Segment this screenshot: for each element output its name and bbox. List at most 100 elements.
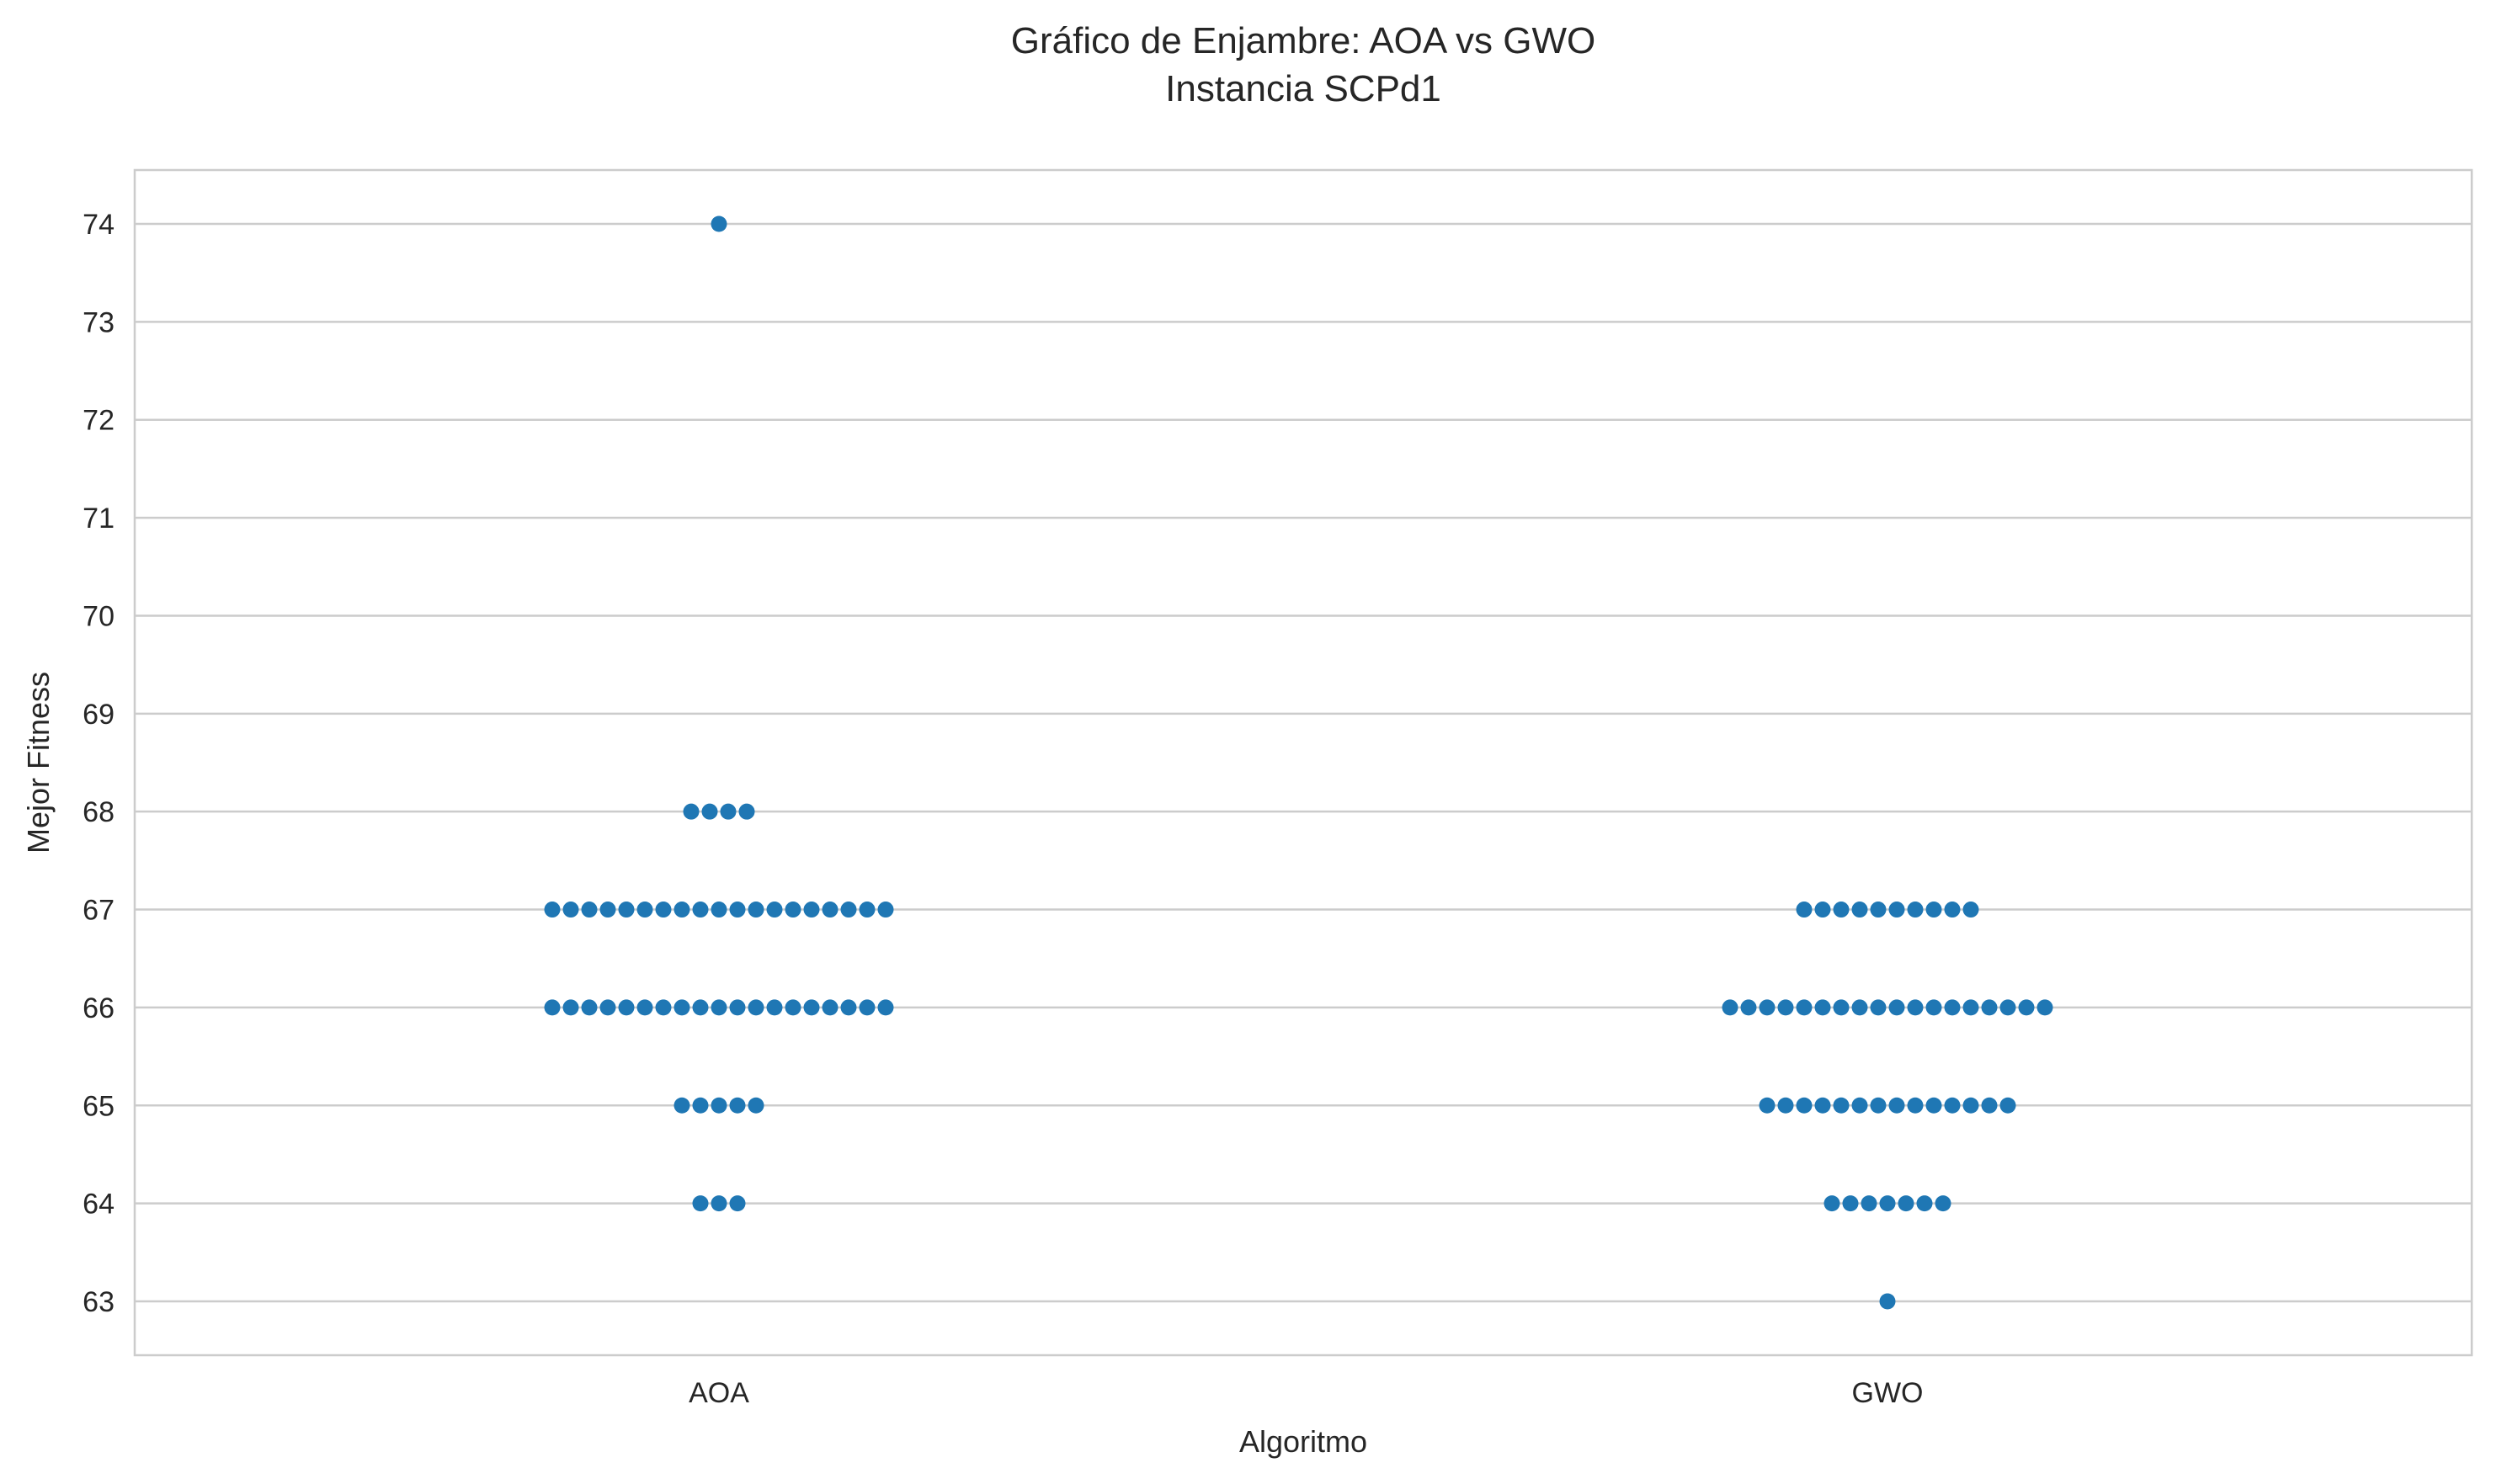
- data-point-gwo: [1871, 999, 1887, 1015]
- data-point-aoa: [878, 902, 894, 918]
- data-point-gwo: [1908, 902, 1924, 918]
- data-point-gwo: [1945, 1098, 1961, 1114]
- data-point-gwo: [1982, 999, 1998, 1015]
- x-tick-label: GWO: [1852, 1377, 1924, 1409]
- data-point-gwo: [1880, 1294, 1896, 1310]
- y-tick-label: 69: [83, 699, 114, 731]
- data-point-gwo: [1852, 1098, 1868, 1114]
- data-point-aoa: [563, 999, 579, 1015]
- data-point-gwo: [1889, 999, 1905, 1015]
- y-tick-label: 65: [83, 1090, 114, 1122]
- x-axis-ticks: AOA GWO: [689, 1377, 1923, 1409]
- y-tick-label: 70: [83, 600, 114, 632]
- data-point-aoa: [748, 1098, 764, 1114]
- data-points: [545, 216, 2053, 1310]
- data-point-gwo: [1722, 999, 1738, 1015]
- data-point-aoa: [748, 902, 764, 918]
- data-point-gwo: [1852, 999, 1868, 1015]
- y-tick-label: 72: [83, 405, 114, 437]
- chart-subtitle: Instancia SCPd1: [1165, 68, 1441, 109]
- data-point-aoa: [582, 902, 598, 918]
- y-tick-label: 71: [83, 503, 114, 535]
- data-point-gwo: [1760, 1098, 1776, 1114]
- data-point-aoa: [693, 902, 709, 918]
- data-point-gwo: [1797, 902, 1813, 918]
- data-point-gwo: [1834, 1098, 1850, 1114]
- data-point-aoa: [730, 1195, 746, 1211]
- data-point-gwo: [1778, 1098, 1794, 1114]
- data-point-gwo: [1815, 999, 1831, 1015]
- data-point-aoa: [730, 1098, 746, 1114]
- data-point-aoa: [619, 902, 635, 918]
- data-point-aoa: [711, 1195, 727, 1211]
- data-point-aoa: [860, 902, 876, 918]
- data-point-gwo: [1926, 902, 1942, 918]
- data-point-gwo: [1963, 1098, 1979, 1114]
- data-point-aoa: [693, 1098, 709, 1114]
- data-point-aoa: [860, 999, 876, 1015]
- data-point-gwo: [1926, 999, 1942, 1015]
- data-point-gwo: [1815, 902, 1831, 918]
- y-tick-label: 64: [83, 1189, 114, 1221]
- data-point-aoa: [600, 902, 616, 918]
- x-tick-label: AOA: [689, 1377, 749, 1409]
- data-point-gwo: [2000, 1098, 2016, 1114]
- data-point-aoa: [674, 1098, 690, 1114]
- data-point-aoa: [674, 902, 690, 918]
- data-point-aoa: [674, 999, 690, 1015]
- data-point-aoa: [785, 999, 801, 1015]
- data-point-gwo: [1982, 1098, 1998, 1114]
- data-point-gwo: [1935, 1195, 1951, 1211]
- data-point-aoa: [545, 902, 561, 918]
- data-point-aoa: [582, 999, 598, 1015]
- data-point-aoa: [619, 999, 635, 1015]
- data-point-gwo: [1861, 1195, 1877, 1211]
- data-point-gwo: [1889, 902, 1905, 918]
- chart-title: Gráfico de Enjambre: AOA vs GWO: [1011, 20, 1595, 61]
- data-point-aoa: [823, 999, 839, 1015]
- y-tick-label: 67: [83, 895, 114, 927]
- data-point-aoa: [711, 999, 727, 1015]
- data-point-aoa: [600, 999, 616, 1015]
- data-point-gwo: [1797, 1098, 1813, 1114]
- data-point-aoa: [804, 902, 820, 918]
- data-point-aoa: [637, 902, 653, 918]
- y-axis-label: Mejor Fitness: [21, 672, 56, 854]
- data-point-aoa: [841, 902, 857, 918]
- data-point-gwo: [1926, 1098, 1942, 1114]
- y-axis-ticks: 63 64 65 66 67 68 69 70 71 72 73 74: [83, 209, 114, 1318]
- data-point-gwo: [1898, 1195, 1914, 1211]
- data-point-gwo: [1852, 902, 1868, 918]
- data-point-aoa: [693, 999, 709, 1015]
- data-point-gwo: [1760, 999, 1776, 1015]
- data-point-aoa: [711, 1098, 727, 1114]
- data-point-aoa: [656, 902, 672, 918]
- data-point-gwo: [2019, 999, 2035, 1015]
- data-point-gwo: [2000, 999, 2016, 1015]
- data-point-gwo: [1945, 902, 1961, 918]
- data-point-gwo: [1871, 902, 1887, 918]
- data-point-aoa: [878, 999, 894, 1015]
- data-point-gwo: [1843, 1195, 1859, 1211]
- data-point-aoa: [730, 902, 746, 918]
- data-point-aoa: [693, 1195, 709, 1211]
- data-point-gwo: [1908, 1098, 1924, 1114]
- plot-frame: [135, 170, 2472, 1355]
- data-point-aoa: [711, 902, 727, 918]
- data-point-aoa: [739, 804, 755, 820]
- data-point-gwo: [1834, 902, 1850, 918]
- y-tick-label: 66: [83, 992, 114, 1024]
- y-tick-label: 68: [83, 796, 114, 828]
- data-point-gwo: [1871, 1098, 1887, 1114]
- data-point-gwo: [1815, 1098, 1831, 1114]
- gridlines: [135, 224, 2472, 1301]
- data-point-gwo: [1778, 999, 1794, 1015]
- data-point-gwo: [1908, 999, 1924, 1015]
- data-point-aoa: [804, 999, 820, 1015]
- data-point-aoa: [823, 902, 839, 918]
- data-point-aoa: [748, 999, 764, 1015]
- data-point-aoa: [841, 999, 857, 1015]
- data-point-gwo: [1963, 999, 1979, 1015]
- data-point-gwo: [1824, 1195, 1840, 1211]
- data-point-aoa: [711, 216, 727, 232]
